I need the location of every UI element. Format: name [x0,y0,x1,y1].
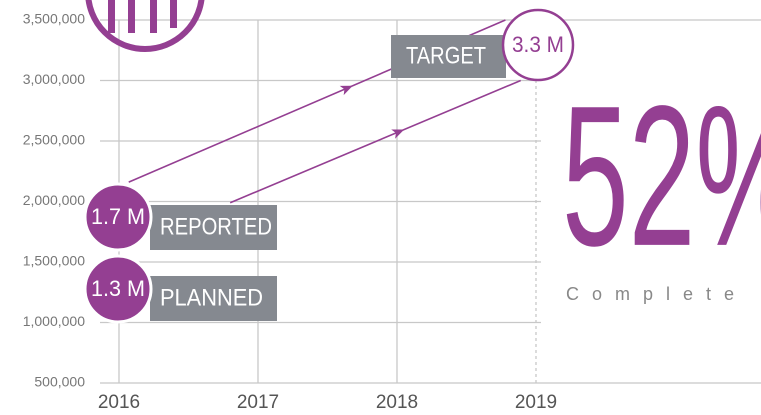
badge [83,254,153,324]
badge-text: 1.7 M [91,204,145,229]
y-tick-label: 500,000 [34,374,85,390]
icon-figures [108,0,177,33]
badge-text: 1.3 M [91,276,145,301]
x-tick-label: 2016 [98,392,140,413]
badge [83,182,153,252]
y-tick-label: 3,000,000 [23,71,85,87]
series-label: REPORTED [160,213,272,240]
series-line [229,79,522,204]
target-value: 3.3 M [512,32,564,57]
x-tick-label: 2019 [515,392,557,413]
label-box [150,205,277,250]
icon [85,0,205,52]
target-label: TARGET [406,42,486,69]
series-label: PLANNED [160,284,263,311]
arrow-head [339,85,353,96]
x-tick-label: 2017 [237,392,279,413]
label-box [150,276,277,321]
label-box [391,35,506,78]
y-tick-label: 1,000,000 [23,313,85,329]
status: Complete [566,284,747,304]
x-tick-label: 2018 [376,392,418,413]
panel [541,26,761,376]
y-tick-label: 3,500,000 [23,11,85,27]
y-tick-label: 2,000,000 [23,192,85,208]
target-badge [501,8,575,82]
percent: 52% [562,65,761,288]
y-tick-label: 1,500,000 [23,253,85,269]
arrow-head [391,129,405,139]
y-tick-label: 2,500,000 [23,132,85,148]
